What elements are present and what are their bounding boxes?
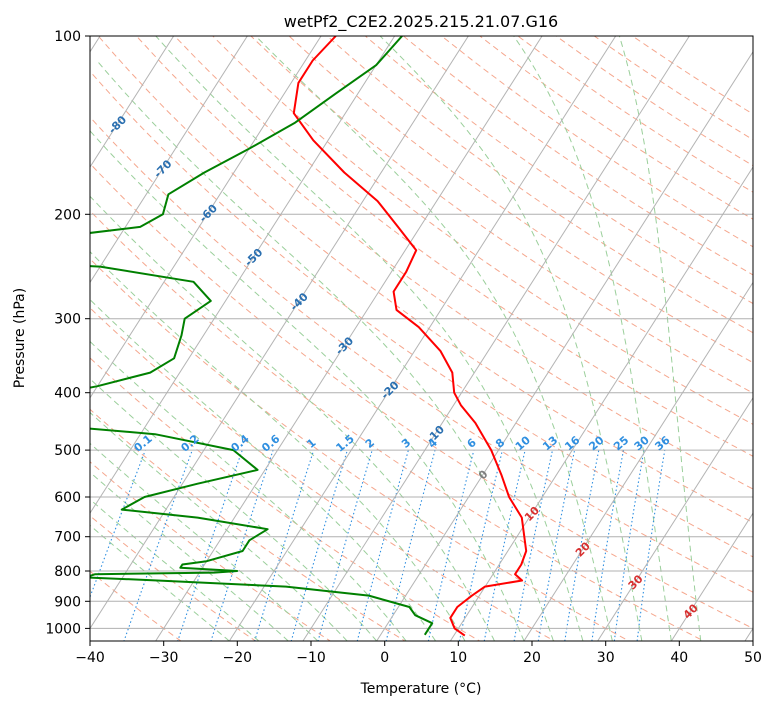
x-tick-label: 10 <box>449 650 467 666</box>
pressure-gridlines <box>90 36 753 629</box>
dry-adiabat-line <box>326 36 753 334</box>
y-tick-label: 800 <box>54 564 81 580</box>
x-tick-label: −30 <box>149 650 179 666</box>
x-tick-label: −10 <box>296 650 326 666</box>
dry-adiabat-line <box>97 36 753 524</box>
dewpoint-profile-line <box>90 36 434 636</box>
isotherm-line <box>90 36 396 515</box>
moist-adiabat-line <box>155 36 584 641</box>
dry-adiabat-line <box>364 36 753 305</box>
x-tick-label: 20 <box>523 650 541 666</box>
isotherm-line <box>90 36 322 399</box>
moist-adiabat-line <box>90 411 348 641</box>
moist-adiabat-line <box>90 251 466 641</box>
mixing-ratio-line <box>317 449 373 641</box>
isotherm-line <box>155 36 543 641</box>
temperature-profile-line <box>292 36 528 637</box>
moist-adiabat-line <box>90 498 260 641</box>
dry-adiabat-line <box>288 36 753 364</box>
y-tick-label: 700 <box>54 530 81 546</box>
moist-adiabat-line <box>379 36 643 641</box>
dry-adiabats <box>90 36 753 641</box>
mixing-ratio-line <box>254 449 315 641</box>
mixing-ratio-lines <box>90 449 666 641</box>
dry-adiabat-line <box>440 36 753 248</box>
isotherm-line <box>597 396 753 641</box>
dry-adiabat-line <box>90 307 556 641</box>
dry-adiabat-line <box>90 162 753 629</box>
moist-adiabat-line <box>90 130 525 641</box>
moist-adiabat-line <box>90 298 437 641</box>
y-tick-label: 1000 <box>45 621 81 637</box>
y-tick-label: 500 <box>54 443 81 459</box>
x-tick-label: 30 <box>597 650 615 666</box>
dry-adiabat-line <box>90 461 332 641</box>
moist-adiabat-line <box>513 36 672 641</box>
x-tick-label: 0 <box>380 650 389 666</box>
isotherm-line <box>449 166 753 641</box>
mixing-ratio-line <box>356 449 409 641</box>
isotherm-line <box>90 36 175 168</box>
x-tick-label: 40 <box>670 650 688 666</box>
dry-adiabat-line <box>90 258 631 641</box>
mixing-ratio-line <box>385 449 436 641</box>
dry-adiabat-line <box>90 70 753 558</box>
moist-adiabat-line <box>90 340 407 641</box>
x-axis-ticks: −40 −30 −20 −10 0 10 20 30 40 50 <box>75 641 762 666</box>
moist-adiabat-line <box>618 36 702 641</box>
isotherms <box>90 36 753 641</box>
y-tick-label: 200 <box>54 207 81 223</box>
moist-adiabat-line <box>90 378 377 641</box>
moist-adiabat-line <box>90 442 319 641</box>
dry-adiabat-line <box>90 408 406 641</box>
moist-adiabat-line <box>96 60 554 641</box>
y-tick-label: 300 <box>54 312 81 328</box>
dry-adiabat-line <box>90 210 705 641</box>
mixing-ratio-line <box>458 449 503 641</box>
mixing-ratio-line <box>427 449 475 641</box>
mixing-ratio-line <box>90 449 146 599</box>
isotherm-line <box>670 512 753 641</box>
isotherm-line <box>302 36 690 641</box>
mixing-ratio-line <box>290 449 348 641</box>
isotherm-line <box>523 281 753 641</box>
x-tick-label: −40 <box>75 650 105 666</box>
mixing-ratio-line <box>513 449 554 641</box>
y-tick-label: 400 <box>54 386 81 402</box>
x-axis-label: Temperature (°C) <box>360 681 482 697</box>
y-tick-label: 900 <box>54 594 81 610</box>
y-tick-label: 100 <box>54 29 81 45</box>
chart-title: wetPf2_C2E2.2025.215.21.07.G16 <box>284 12 558 32</box>
x-tick-label: −20 <box>223 650 253 666</box>
y-axis-label: Pressure (hPa) <box>12 288 28 388</box>
plot-frame <box>89 35 754 642</box>
dry-adiabat-line <box>90 116 753 593</box>
isotherm-line <box>228 36 617 641</box>
isotherm-line <box>90 36 469 630</box>
mixing-ratio-line <box>483 449 526 641</box>
dry-adiabat-line <box>402 36 753 276</box>
profile-lines <box>90 36 528 637</box>
y-axis-ticks: 100 200 300 400 500 600 700 800 900 1000 <box>45 29 90 637</box>
isotherm-line <box>90 36 248 284</box>
moist-adiabat-line <box>255 36 613 641</box>
y-tick-label: 600 <box>54 490 81 506</box>
x-tick-label: 50 <box>744 650 762 666</box>
isotherm-line <box>376 50 753 641</box>
